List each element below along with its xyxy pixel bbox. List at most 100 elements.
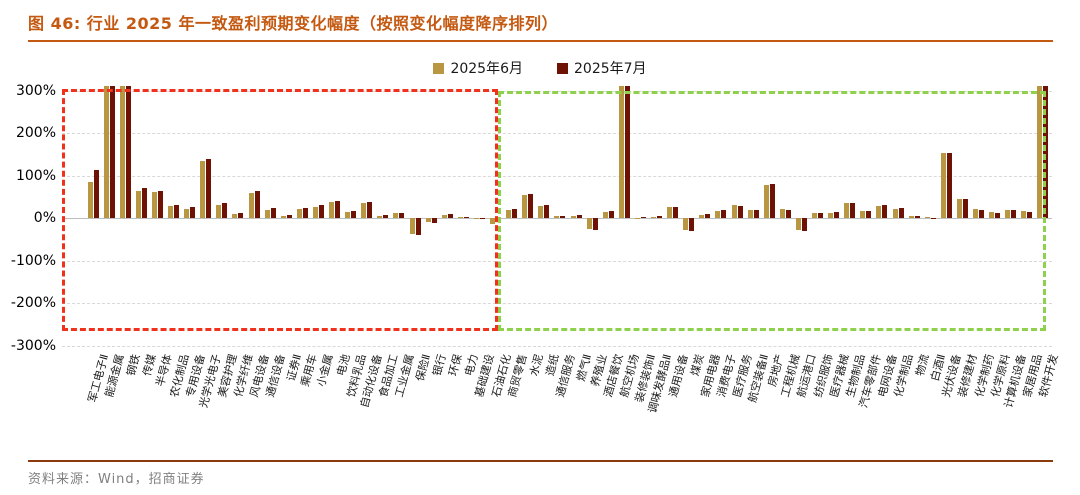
bar-july — [721, 210, 727, 218]
bar-july — [141, 187, 147, 218]
bar-june — [506, 209, 512, 218]
y-axis-tick-label: 200% — [15, 125, 56, 141]
gridline — [62, 345, 1052, 347]
bar-june — [1005, 209, 1011, 218]
bar-july — [640, 217, 646, 219]
bar-july — [383, 215, 389, 218]
bar-june — [586, 218, 592, 229]
bar-june — [522, 195, 528, 218]
bar-june — [135, 190, 141, 218]
bar-july — [560, 215, 566, 218]
bar-july — [93, 170, 99, 218]
bar-june — [860, 211, 866, 218]
bar-june — [554, 216, 560, 218]
bar-july — [125, 86, 131, 218]
bar-june — [248, 192, 254, 218]
gridline — [62, 303, 1052, 304]
bar-july — [254, 190, 260, 218]
bar-july — [850, 202, 856, 218]
bar-july — [898, 208, 904, 218]
bar-july — [962, 199, 968, 218]
bar-july — [351, 210, 357, 218]
bar-july — [930, 217, 936, 219]
bar-june — [280, 215, 286, 218]
bar-june — [312, 206, 318, 218]
bar-july — [399, 212, 405, 218]
bar-june — [232, 214, 238, 218]
bar-june — [168, 205, 173, 218]
bar-july — [737, 206, 743, 218]
bar-june — [731, 205, 737, 219]
bar-july — [447, 213, 453, 219]
source-note: 资料来源：Wind，招商证券 — [28, 472, 205, 487]
legend-swatch-june-icon — [433, 62, 445, 74]
figure-title: 图 46: 行业 2025 年一致盈利预期变化幅度（按照变化幅度降序排列） — [28, 14, 558, 33]
bar-july — [705, 214, 711, 218]
bar-july — [528, 194, 534, 218]
red-dashed-box — [62, 89, 498, 331]
bar-june — [812, 213, 817, 218]
bar-july — [624, 86, 630, 218]
bar-july — [190, 207, 196, 218]
bar-june — [264, 209, 270, 218]
bar-june — [828, 212, 834, 218]
chart-legend: 2025年6月 2025年7月 — [0, 58, 1080, 78]
gridline — [62, 133, 1052, 134]
bar-june — [457, 217, 463, 219]
bar-july — [463, 216, 469, 218]
bar-july — [318, 205, 324, 219]
bar-june — [151, 192, 157, 218]
bar-june — [876, 206, 882, 218]
bar-july — [335, 201, 340, 218]
bar-june — [119, 86, 125, 218]
bar-july — [818, 212, 823, 218]
bar-july — [174, 204, 179, 218]
y-axis-tick-label: 300% — [15, 82, 56, 99]
bar-july — [367, 201, 373, 218]
bar-july — [689, 218, 695, 231]
legend-item-july: 2025年7月 — [557, 58, 647, 78]
bar-june — [634, 217, 640, 219]
bar-june — [715, 210, 721, 218]
bar-june — [441, 214, 447, 218]
y-axis-tick-label: -100% — [10, 252, 56, 269]
bar-june — [924, 217, 930, 219]
bar-july — [206, 158, 212, 218]
bar-july — [979, 209, 984, 218]
bar-july — [270, 207, 276, 218]
bar-july — [866, 210, 872, 218]
bar-june — [473, 217, 479, 219]
bar-july — [238, 212, 244, 218]
bar-june — [602, 212, 608, 219]
bar-june — [908, 215, 914, 218]
bar-june — [1021, 210, 1027, 218]
bar-june — [570, 216, 576, 218]
bar-june — [683, 218, 689, 230]
bar-june — [763, 185, 769, 218]
bar-june — [216, 204, 222, 218]
y-axis-tick-label: 100% — [15, 167, 56, 184]
bar-june — [667, 207, 673, 218]
bar-july — [431, 218, 437, 223]
bar-june — [779, 208, 785, 218]
bar-june — [103, 86, 109, 218]
bar-june — [425, 218, 431, 222]
bar-june — [490, 218, 495, 224]
y-axis-tick-label: -200% — [10, 295, 56, 311]
bar-june — [973, 209, 978, 218]
zero-axis-line — [62, 218, 1052, 219]
bar-july — [673, 206, 679, 218]
bar-july — [512, 209, 518, 218]
bar-july — [946, 153, 952, 218]
bar-july — [109, 86, 115, 218]
bar-june — [989, 212, 995, 219]
bar-july — [608, 211, 614, 218]
bar-july — [834, 212, 840, 219]
bar-june — [345, 212, 351, 219]
bar-july — [801, 218, 807, 232]
x-axis-label: 保险Ⅱ — [412, 352, 433, 383]
legend-label-june: 2025年6月 — [450, 61, 523, 77]
bar-june — [651, 216, 656, 218]
